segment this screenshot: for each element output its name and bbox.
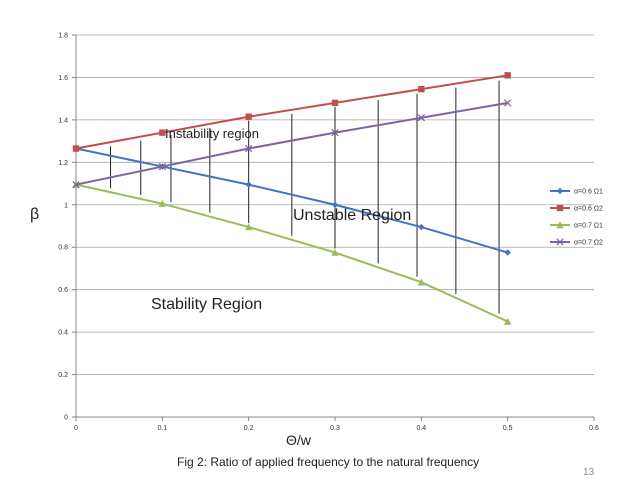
legend-marker <box>556 221 564 229</box>
legend-item: α=0.6 Ω2 <box>550 204 603 213</box>
x-tick-label: 0.5 <box>503 425 513 432</box>
y-axis-title: β <box>30 206 39 223</box>
y-tick-label: 0.4 <box>58 330 68 337</box>
data-point <box>72 145 80 152</box>
y-tick-labels: 0 0.2 0.4 0.6 0.8 1 1.2 1.4 1.6 1.8 <box>58 33 68 422</box>
y-tick-label: 1.8 <box>58 33 68 40</box>
x-tick-label: 0.4 <box>416 425 426 432</box>
data-point <box>72 180 80 189</box>
instability-region-label: Instability region <box>165 126 259 141</box>
data-point <box>418 85 425 93</box>
x-tick-label: 0.2 <box>244 425 254 432</box>
series-lines <box>72 72 512 325</box>
data-point <box>245 181 252 188</box>
y-tick-label: 1.4 <box>58 117 68 124</box>
legend-label: α=0.7 Ω1 <box>574 223 603 230</box>
data-point <box>158 200 167 207</box>
data-point <box>331 99 339 107</box>
series-line <box>75 147 508 254</box>
x-tick-label: 0.1 <box>157 425 167 432</box>
data-point <box>504 99 512 107</box>
x-tick-label: 0.3 <box>330 425 340 432</box>
legend-label: α=0.6 Ω1 <box>574 189 603 196</box>
legend-marker <box>556 187 564 195</box>
data-point <box>244 223 253 231</box>
x-tick-label: 0 <box>74 425 78 432</box>
data-point <box>418 223 425 231</box>
data-point <box>331 201 339 208</box>
data-point <box>331 128 339 137</box>
series-line <box>75 74 508 150</box>
data-point <box>159 129 166 136</box>
x-axis-title: Θ/w <box>286 432 312 448</box>
data-point <box>503 317 512 325</box>
data-point <box>245 113 252 120</box>
hatch-lines <box>110 80 500 314</box>
data-point <box>245 144 253 153</box>
figure-caption: Fig 2: Ratio of applied frequency to the… <box>177 455 479 469</box>
y-tick-label: 0 <box>64 415 68 422</box>
y-tick-label: 1 <box>64 202 68 209</box>
series-1 <box>72 72 511 152</box>
series-line <box>75 101 508 186</box>
y-tick-label: 0.2 <box>58 372 68 379</box>
series-3 <box>72 99 512 189</box>
data-point <box>158 162 166 171</box>
legend-item: α=0.7 Ω2 <box>550 238 603 247</box>
legend-marker <box>556 238 564 246</box>
y-tick-label: 0.8 <box>58 245 68 252</box>
unstable-region-label: Unstable Region <box>293 207 411 224</box>
gridlines <box>72 34 595 421</box>
legend-marker <box>556 204 564 212</box>
y-tick-label: 1.6 <box>58 75 68 82</box>
y-tick-label: 1.2 <box>58 160 68 167</box>
data-point <box>504 249 511 256</box>
x-tick-labels: 0 0.1 0.2 0.3 0.4 0.5 0.6 <box>74 425 599 432</box>
x-tick-label: 0.6 <box>589 425 599 432</box>
data-point <box>417 278 426 286</box>
legend: α=0.6 Ω1 α=0.6 Ω2 α=0.7 Ω1 α=0.7 Ω2 <box>550 187 603 247</box>
legend-item: α=0.7 Ω1 <box>550 221 603 230</box>
data-point <box>331 248 339 256</box>
y-tick-label: 0.6 <box>58 287 68 294</box>
data-point <box>504 72 511 79</box>
series-line <box>75 183 509 323</box>
legend-label: α=0.6 Ω2 <box>574 206 603 213</box>
legend-item: α=0.6 Ω1 <box>550 187 603 196</box>
data-point <box>417 114 425 122</box>
page-number: 13 <box>583 467 595 478</box>
legend-label: α=0.7 Ω2 <box>574 240 603 247</box>
stability-region-label: Stability Region <box>151 296 262 313</box>
